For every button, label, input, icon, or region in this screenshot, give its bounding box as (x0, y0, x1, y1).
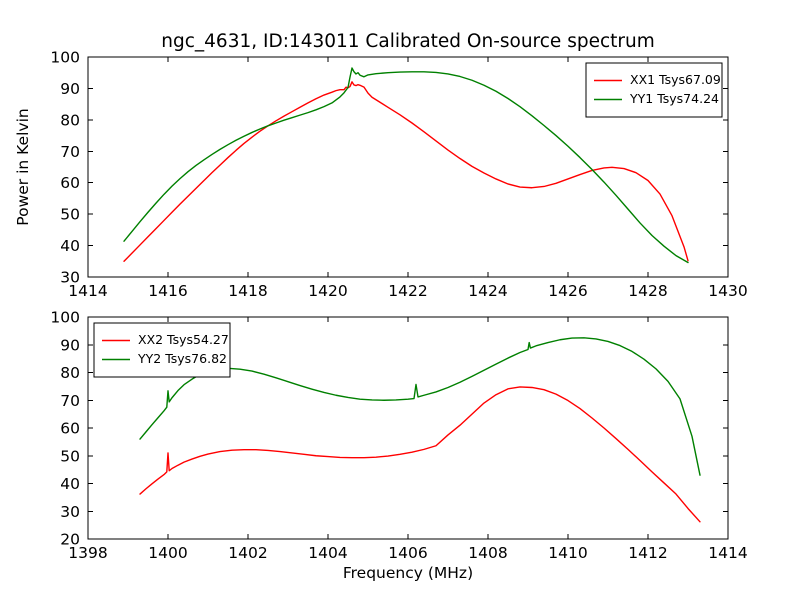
y-tick-label: 60 (60, 420, 80, 438)
series-line-xx2 (139, 386, 701, 523)
legend-label: YY1 Tsys74.24 (629, 91, 719, 106)
x-tick-label: 1402 (228, 544, 267, 562)
y-tick-label: 100 (50, 309, 80, 327)
y-tick-label: 80 (60, 111, 80, 129)
legend: XX2 Tsys54.27 YY2 Tsys76.82 (93, 322, 231, 378)
y-axis-label: Power in Kelvin (14, 108, 32, 225)
x-tick-label: 1400 (148, 544, 187, 562)
x-tick-label: 1424 (468, 282, 507, 300)
y-tick-label: 30 (60, 269, 80, 287)
panel-top-onsource: 1414 1416 1418 1420 1422 1424 1426 1428 1430 30 40… (50, 49, 747, 301)
y-tick-label: 30 (60, 503, 80, 521)
x-tick-label: 1420 (308, 282, 347, 300)
y-tick-label: 50 (60, 447, 80, 465)
x-tick-label: 1430 (708, 282, 747, 300)
y-tick-label: 70 (60, 143, 80, 161)
y-tick-label: 90 (60, 80, 80, 98)
x-tick-label: 1412 (628, 544, 667, 562)
x-tick-label: 1428 (628, 282, 667, 300)
panel-bottom-onsource: 1398 1400 1402 1404 1406 1408 1410 1412 1414 20 30… (50, 309, 747, 563)
x-tick-label: 1398 (68, 544, 107, 562)
y-tick-label: 60 (60, 174, 80, 192)
x-tick-label: 1414 (708, 544, 747, 562)
page-title: ngc_4631, ID:143011 Calibrated On-source… (161, 31, 654, 52)
x-tick-label: 1404 (308, 544, 347, 562)
legend-label: YY2 Tsys76.82 (137, 351, 227, 366)
legend: XX1 Tsys67.09 YY1 Tsys74.24 (585, 62, 723, 118)
y-tick-label: 40 (60, 237, 80, 255)
x-tick-label: 1416 (148, 282, 187, 300)
series-line-yy2 (139, 337, 701, 476)
y-tick-label: 90 (60, 336, 80, 354)
x-tick-label: 1418 (228, 282, 267, 300)
x-tick-label: 1408 (468, 544, 507, 562)
x-axis-label: Frequency (MHz) (343, 564, 473, 582)
x-tick-label: 1426 (548, 282, 587, 300)
series-line-yy1 (123, 67, 689, 264)
x-tick-label: 1406 (388, 544, 427, 562)
y-tick-label: 50 (60, 206, 80, 224)
series-line-xx1 (123, 81, 689, 262)
x-tick-label: 1422 (388, 282, 427, 300)
x-tick-label: 1414 (68, 282, 107, 300)
y-tick-label: 80 (60, 364, 80, 382)
y-tick-label: 100 (50, 49, 80, 67)
y-tick-label: 70 (60, 392, 80, 410)
y-tick-label: 20 (60, 531, 80, 549)
x-tick-label: 1410 (548, 544, 587, 562)
legend-label: XX1 Tsys67.09 (630, 72, 721, 87)
legend-label: XX2 Tsys54.27 (138, 332, 229, 347)
y-tick-label: 40 (60, 475, 80, 493)
